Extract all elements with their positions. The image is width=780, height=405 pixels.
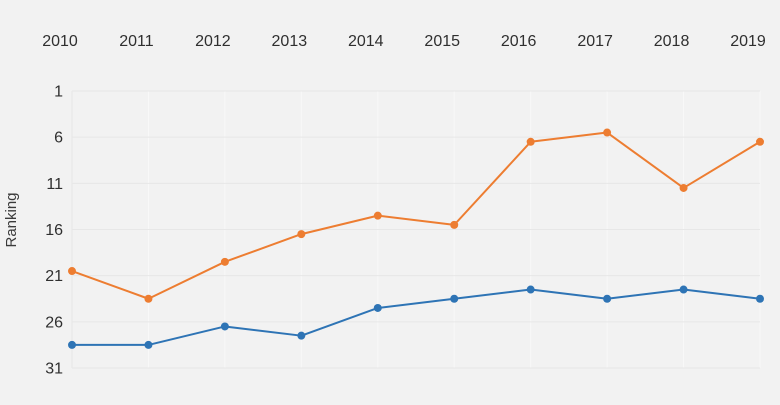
series-layer bbox=[68, 128, 764, 349]
data-point-blue-series-2011[interactable] bbox=[144, 340, 153, 349]
gridlines bbox=[71, 90, 761, 369]
data-point-blue-series-2012[interactable] bbox=[220, 322, 229, 331]
data-point-blue-series-2017[interactable] bbox=[603, 294, 612, 303]
y-tick-label: 1 bbox=[54, 84, 63, 101]
y-tick-label: 6 bbox=[54, 130, 63, 147]
data-point-blue-series-2010[interactable] bbox=[68, 340, 76, 349]
data-point-blue-series-2015[interactable] bbox=[450, 294, 459, 303]
data-point-orange-series-2014[interactable] bbox=[373, 211, 382, 220]
data-point-orange-series-2011[interactable] bbox=[144, 294, 153, 303]
x-tick-label: 2010 bbox=[42, 33, 78, 50]
y-tick-label: 16 bbox=[45, 222, 63, 239]
data-point-orange-series-2015[interactable] bbox=[450, 220, 459, 229]
data-point-blue-series-2016[interactable] bbox=[526, 285, 535, 294]
y-tick-label: 11 bbox=[46, 176, 63, 193]
x-tick-label: 2012 bbox=[195, 33, 231, 50]
y-tick-label: 21 bbox=[45, 268, 63, 285]
data-point-blue-series-2013[interactable] bbox=[297, 331, 306, 340]
y-axis-title: Ranking bbox=[3, 192, 20, 247]
x-tick-label: 2013 bbox=[272, 33, 308, 50]
series-line-blue-series bbox=[71, 288, 761, 346]
x-tick-label: 2017 bbox=[577, 33, 613, 50]
x-axis-year-labels: 2010 2011 2012 2013 2014 2015 2016 2017 2018 2019 bbox=[42, 33, 766, 50]
x-tick-label: 2015 bbox=[424, 33, 460, 50]
series-line-orange-series bbox=[71, 131, 761, 300]
x-tick-label: 2011 bbox=[119, 33, 154, 50]
data-point-orange-series-2016[interactable] bbox=[526, 137, 535, 146]
data-point-orange-series-2019[interactable] bbox=[756, 137, 764, 146]
x-tick-label: 2019 bbox=[730, 33, 766, 50]
x-tick-label: 2014 bbox=[348, 33, 384, 50]
y-tick-label: 26 bbox=[45, 314, 63, 331]
x-tick-label: 2018 bbox=[654, 33, 690, 50]
data-point-orange-series-2018[interactable] bbox=[679, 183, 688, 192]
data-point-blue-series-2019[interactable] bbox=[756, 294, 764, 303]
data-point-blue-series-2018[interactable] bbox=[679, 285, 688, 294]
data-point-orange-series-2017[interactable] bbox=[603, 128, 612, 137]
data-point-orange-series-2010[interactable] bbox=[68, 267, 76, 276]
data-point-orange-series-2012[interactable] bbox=[220, 257, 229, 266]
data-point-orange-series-2013[interactable] bbox=[297, 230, 306, 239]
data-point-blue-series-2014[interactable] bbox=[373, 303, 382, 312]
x-tick-label: 2016 bbox=[501, 33, 537, 50]
y-tick-label: 31 bbox=[45, 361, 63, 378]
